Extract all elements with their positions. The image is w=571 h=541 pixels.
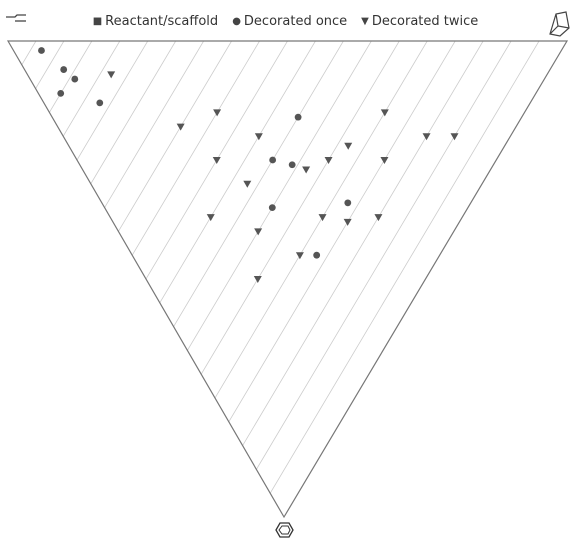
grid-line: [8, 41, 37, 517]
legend-label: Decorated once: [243, 14, 348, 29]
grid-line: [8, 41, 204, 517]
circle-point: [96, 99, 104, 107]
legend-item: ■ Reactant/scaffold: [93, 14, 218, 29]
grid-lines: [8, 41, 540, 517]
grid-line: [8, 41, 177, 517]
grid-line: [8, 41, 121, 517]
circle-point: [313, 251, 321, 259]
triangle-point: [253, 276, 262, 283]
triangle-point: [176, 123, 185, 131]
triangle-point: [450, 133, 459, 141]
legend-label: Reactant/scaffold: [105, 14, 219, 29]
grid-line: [8, 41, 260, 517]
triangle-point: [324, 157, 333, 164]
circle-point: [269, 156, 277, 164]
triangle-point: [344, 142, 353, 150]
linear-chain-icon: [6, 14, 26, 22]
grid-line: [32, 41, 316, 517]
square-marker-icon: ■: [92, 16, 103, 27]
triangle-frame: [6, 40, 569, 519]
circle-point: [288, 161, 296, 169]
circle-point: [38, 47, 45, 54]
triangle-point: [380, 109, 389, 117]
triangle-point: [254, 228, 263, 236]
grid-line: [60, 41, 344, 517]
grid-line: [8, 41, 93, 517]
circle-point: [60, 66, 68, 73]
benzene-ring-icon: [275, 522, 294, 538]
circle-point: [57, 89, 65, 97]
grid-line: [88, 41, 372, 517]
grid-line: [8, 41, 149, 517]
circle-point: [268, 204, 276, 212]
circle-point: [294, 113, 302, 121]
cage-molecule-icon: [549, 11, 570, 37]
triangle-point: [254, 133, 263, 141]
triangle-point: [343, 218, 352, 226]
legend: ■ Reactant/scaffold ● Decorated once ▼ Decora…: [0, 14, 571, 29]
legend-item: ▼ Decorated twice: [361, 14, 478, 29]
grid-line: [8, 41, 65, 517]
triangle-point: [206, 214, 215, 222]
triangle-down-marker-icon: ▼: [361, 16, 369, 27]
grid-line: [199, 41, 484, 517]
triangle-point: [302, 166, 311, 174]
triangle-point: [422, 133, 431, 141]
circle-point: [344, 199, 352, 207]
grid-line: [8, 41, 232, 517]
triangle-point: [243, 180, 252, 188]
grid-line: [227, 41, 512, 517]
triangle-point: [295, 252, 304, 260]
circle-marker-icon: ●: [232, 16, 241, 27]
grid-line: [255, 41, 540, 517]
circle-point: [71, 75, 79, 83]
triangle-point: [212, 157, 221, 164]
triangle-point: [107, 71, 116, 79]
triangle-point: [318, 214, 327, 222]
triangle-point: [374, 214, 383, 222]
legend-label: Decorated twice: [371, 14, 479, 29]
legend-item: ● Decorated once: [232, 14, 347, 29]
triangle-point: [213, 109, 222, 117]
grid-line: [171, 41, 456, 517]
triangle-point: [380, 157, 389, 164]
data-points: [38, 47, 459, 283]
